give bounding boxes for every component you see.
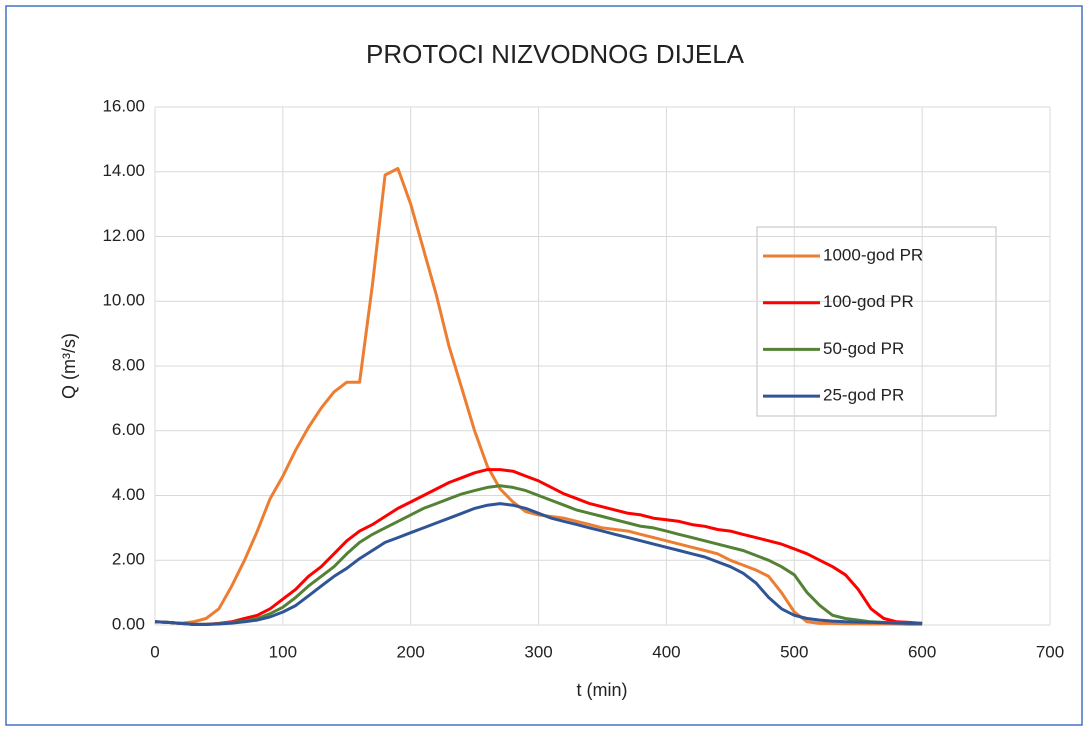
y-tick-label: 16.00 xyxy=(102,96,145,115)
y-tick-label: 4.00 xyxy=(112,485,145,504)
x-tick-label: 400 xyxy=(652,642,680,661)
y-tick-label: 0.00 xyxy=(112,614,145,633)
y-tick-label: 2.00 xyxy=(112,550,145,569)
legend-label: 1000-god PR xyxy=(823,245,923,264)
data-line xyxy=(154,502,923,626)
x-tick-label: 300 xyxy=(524,642,552,661)
y-tick-label: 10.00 xyxy=(102,291,145,310)
x-tick-label: 100 xyxy=(269,642,297,661)
y-tick-label: 12.00 xyxy=(102,226,145,245)
legend-label: 100-god PR xyxy=(823,292,914,311)
legend-box xyxy=(756,226,997,417)
x-tick-label: 600 xyxy=(908,642,936,661)
data-line xyxy=(154,484,923,626)
y-tick-label: 8.00 xyxy=(112,355,145,374)
legend-label: 50-god PR xyxy=(823,339,904,358)
chart-title: PROTOCI NIZVODNOG DIJELA xyxy=(366,39,745,69)
y-tick-label: 6.00 xyxy=(112,420,145,439)
x-axis-label: t (min) xyxy=(577,680,628,700)
y-axis-label: Q (m³/s) xyxy=(59,333,79,399)
legend-label: 25-god PR xyxy=(823,386,904,405)
x-tick-label: 200 xyxy=(397,642,425,661)
data-line xyxy=(154,468,923,626)
x-tick-label: 500 xyxy=(780,642,808,661)
x-tick-label: 700 xyxy=(1036,642,1064,661)
x-tick-label: 0 xyxy=(150,642,159,661)
y-tick-label: 14.00 xyxy=(102,161,145,180)
